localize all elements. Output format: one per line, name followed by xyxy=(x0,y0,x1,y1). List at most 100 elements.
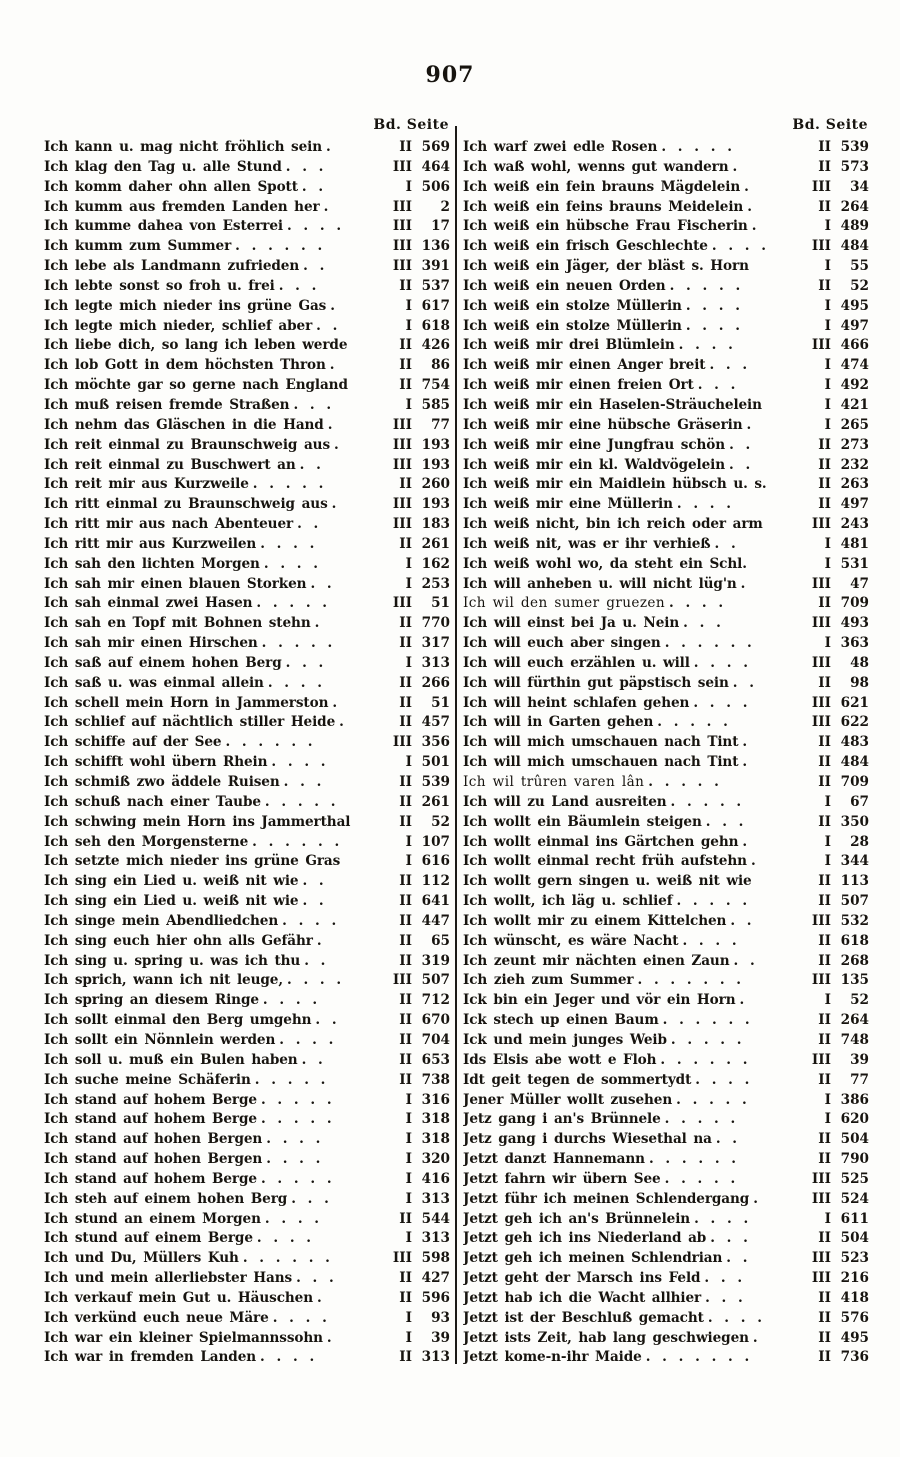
index-entry: Ick und mein junges Weib. . . . . II 748 xyxy=(463,1031,869,1051)
index-entry: Ich muß reisen fremde Straßen. . . I 585 xyxy=(44,396,450,416)
index-entry: Ich weiß mir drei Blümlein. . . . III 466 xyxy=(463,336,869,356)
index-entry: Ich sah en Topf mit Bohnen stehn. II 770 xyxy=(44,614,450,634)
dot-leader: . . . . xyxy=(695,1071,753,1088)
index-entry: Ich sah mir einen Hirschen. . . . . II 317 xyxy=(44,634,450,654)
page-ref: 501 xyxy=(421,754,450,771)
page-ref: 52 xyxy=(431,813,450,830)
volume-number: II xyxy=(399,476,412,493)
index-entry: Ich stand auf hohem Berge. . . . . I 416 xyxy=(44,1170,450,1190)
entry-title: Ich weiß nit, was er ihr verhieß xyxy=(463,535,711,552)
index-column-left: Bd. Seite Ich kann u. mag nicht fröhlich… xyxy=(44,110,450,1368)
dot-leader: . . . . . xyxy=(260,1111,336,1128)
dot-leader: . . xyxy=(730,912,756,929)
dot-leader: . xyxy=(742,734,751,751)
dot-leader: . . . . xyxy=(694,1210,752,1227)
dot-leader: . . . . xyxy=(685,297,744,314)
dot-leader: . . . . . . xyxy=(660,1051,751,1068)
entry-title: Jetzt kome-n-ihr Maide xyxy=(463,1349,642,1366)
index-entry: Jetz gang i an's Brünnele. . . . . I 620 xyxy=(463,1110,869,1130)
entry-title: Ich war in fremden Landen xyxy=(44,1349,257,1366)
dot-leader: . xyxy=(746,416,755,433)
page-ref: 135 xyxy=(840,972,869,989)
volume-number: II xyxy=(818,436,831,453)
index-entry: Ich wollt mir zu einem Kittelchen. . III 5… xyxy=(463,912,869,932)
entry-title: Ich schell mein Horn in Jammerston xyxy=(44,694,329,711)
volume-number: II xyxy=(818,1309,831,1326)
page-ref: 319 xyxy=(421,952,450,969)
dot-leader: . . . xyxy=(296,1270,338,1287)
index-entry: Ich kumme dahea von Esterrei. . . . III 17 xyxy=(44,217,450,237)
dot-leader: . . . . . xyxy=(648,774,723,790)
index-entry: Ich sing ein Lied u. weiß nit wie. . II 11… xyxy=(44,872,450,892)
volume-number: III xyxy=(811,694,831,711)
volume-number: II xyxy=(818,496,831,513)
volume-number: II xyxy=(399,714,412,731)
page-ref: 622 xyxy=(840,714,869,731)
index-entry: Jetzt hab ich die Wacht allhier. . . II 41… xyxy=(463,1289,869,1309)
column-divider-rule xyxy=(455,126,457,1365)
page-ref: 313 xyxy=(421,654,450,671)
page-ref: 532 xyxy=(840,912,869,929)
entry-title: Ich stand auf hohem Berge xyxy=(44,1170,257,1187)
volume-number: II xyxy=(399,1031,412,1048)
entry-title: Jetzt ist der Beschluß gemacht xyxy=(463,1309,704,1326)
page-ref: 569 xyxy=(421,139,450,155)
index-entry: Ich weiß ein Jäger, der bläst s. Horn I 55 xyxy=(463,257,869,277)
dot-leader: . . . . . xyxy=(676,893,751,910)
volume-number: II xyxy=(818,476,831,493)
index-entry: Ich seh den Morgensterne. . . . . . I 107 xyxy=(44,833,450,853)
index-entry: Ich wollt, ich läg u. schlief. . . . . II… xyxy=(463,892,869,912)
dot-leader: . . . . xyxy=(707,1309,766,1326)
entry-title: Ich weiß ein feins brauns Meidelein xyxy=(463,198,744,215)
dot-leader: . . . . xyxy=(279,1031,337,1048)
volume-number: I xyxy=(824,853,831,870)
dot-leader: . . xyxy=(733,952,759,969)
volume-number: I xyxy=(824,218,831,235)
volume-number: I xyxy=(405,575,412,592)
index-entry: Ich weiß ein frisch Geschlechte. . . . II… xyxy=(463,237,869,257)
page-ref: 621 xyxy=(840,694,869,711)
volume-number: II xyxy=(818,456,831,473)
dot-leader: . . xyxy=(315,1012,341,1029)
dot-leader: . . . . xyxy=(711,238,770,255)
page-ref: 484 xyxy=(840,238,869,255)
page-ref: 611 xyxy=(840,1210,869,1227)
index-entry: Ich verkauf mein Gut u. Häuschen. II 596 xyxy=(44,1289,450,1309)
index-entry: Jetzt ist der Beschluß gemacht. . . . II 5… xyxy=(463,1309,869,1329)
entry-title: Ich warf zwei edle Rosen xyxy=(463,139,658,155)
index-entry: Ich nehm das Gläschen in die Hand. III 77 xyxy=(44,416,450,436)
page-ref: 598 xyxy=(421,1250,450,1267)
page-ref: 48 xyxy=(850,654,869,671)
volume-number: II xyxy=(399,992,412,1009)
volume-number: I xyxy=(824,555,831,572)
page-ref: 51 xyxy=(431,694,450,711)
page-ref: 313 xyxy=(421,1190,450,1207)
page-ref: 320 xyxy=(421,1151,450,1168)
entry-title: Ich liebe dich, so lang ich leben werde xyxy=(44,337,348,354)
entry-title: Ich ritt einmal zu Braunschweig aus xyxy=(44,496,328,513)
volume-number: I xyxy=(824,1111,831,1128)
page-ref: 421 xyxy=(840,396,869,413)
volume-number: II xyxy=(818,1329,831,1346)
index-entry: Ich reit einmal zu Braunschweig aus. III 1… xyxy=(44,436,450,456)
index-entry: Ich sah mir einen blauen Storken. . I 253 xyxy=(44,575,450,595)
page-ref: 51 xyxy=(431,595,450,612)
entry-title: Ich möchte gar so gerne nach England xyxy=(44,377,348,394)
entry-title: Jetzt ists Zeit, hab lang geschwiegen xyxy=(463,1329,749,1346)
dot-leader: . . xyxy=(714,535,740,552)
index-entry: Ich weiß ein stolze Müllerin. . . . I 495 xyxy=(463,297,869,317)
page-ref: 504 xyxy=(840,1230,869,1247)
volume-number: III xyxy=(811,972,831,989)
index-entry: Ich will heint schlafen gehen. . . . III 6… xyxy=(463,694,869,714)
index-entry: Ich legte mich nieder ins grüne Gas. I 617 xyxy=(44,297,450,317)
dot-leader: . xyxy=(751,218,760,235)
index-entry: Jetzt geh ich meinen Schlendrian. . III 52… xyxy=(463,1249,869,1269)
entry-title: Ich ritt mir aus Kurzweilen xyxy=(44,535,257,552)
index-entry: Ich weiß ein hübsche Frau Fischerin. I 489 xyxy=(463,217,869,237)
page-ref: 162 xyxy=(421,555,450,572)
dot-leader: . . . . . xyxy=(657,714,732,731)
dot-leader: . . xyxy=(316,317,341,334)
page-ref: 770 xyxy=(421,615,450,632)
entry-title: Ich stand auf hohem Berge xyxy=(44,1111,257,1128)
volume-number: II xyxy=(818,158,831,175)
